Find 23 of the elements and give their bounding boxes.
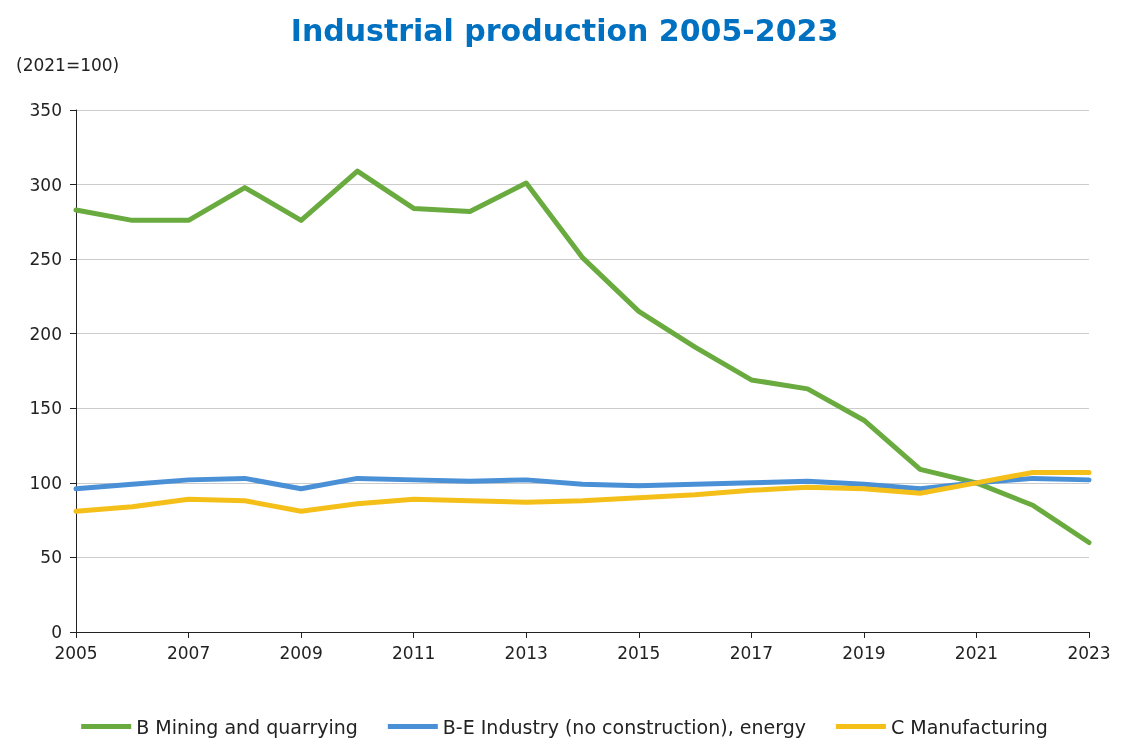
y-tick-label: 150 (29, 398, 62, 419)
y-tick-label: 250 (29, 249, 62, 270)
x-tick-label: 2007 (166, 642, 211, 663)
x-tick-label: 2019 (842, 642, 886, 663)
chart-title: Industrial production 2005-2023 (290, 12, 839, 48)
x-tick-label: 2015 (617, 642, 661, 663)
y-tick-label: 350 (29, 100, 62, 120)
legend-label: C Manufacturing (890, 715, 1048, 738)
x-tick-label: 2005 (54, 642, 98, 663)
y-tick-label: 200 (29, 323, 62, 344)
legend-label: B-E Industry (no construction), energy (442, 715, 806, 738)
y-tick-label: 300 (29, 174, 62, 195)
y-axis-title: (2021=100) (16, 54, 120, 75)
legend-label: B Mining and quarrying (136, 715, 358, 738)
x-tick-label: 2023 (1067, 642, 1111, 663)
y-tick-label: 0 (51, 622, 62, 642)
x-tick-label: 2013 (504, 642, 548, 663)
y-tick-label: 50 (40, 547, 62, 568)
x-tick-label: 2021 (954, 642, 999, 663)
y-tick-label: 100 (29, 472, 62, 493)
x-tick-label: 2017 (729, 642, 773, 663)
x-tick-label: 2011 (392, 642, 436, 663)
x-tick-label: 2009 (279, 642, 323, 663)
